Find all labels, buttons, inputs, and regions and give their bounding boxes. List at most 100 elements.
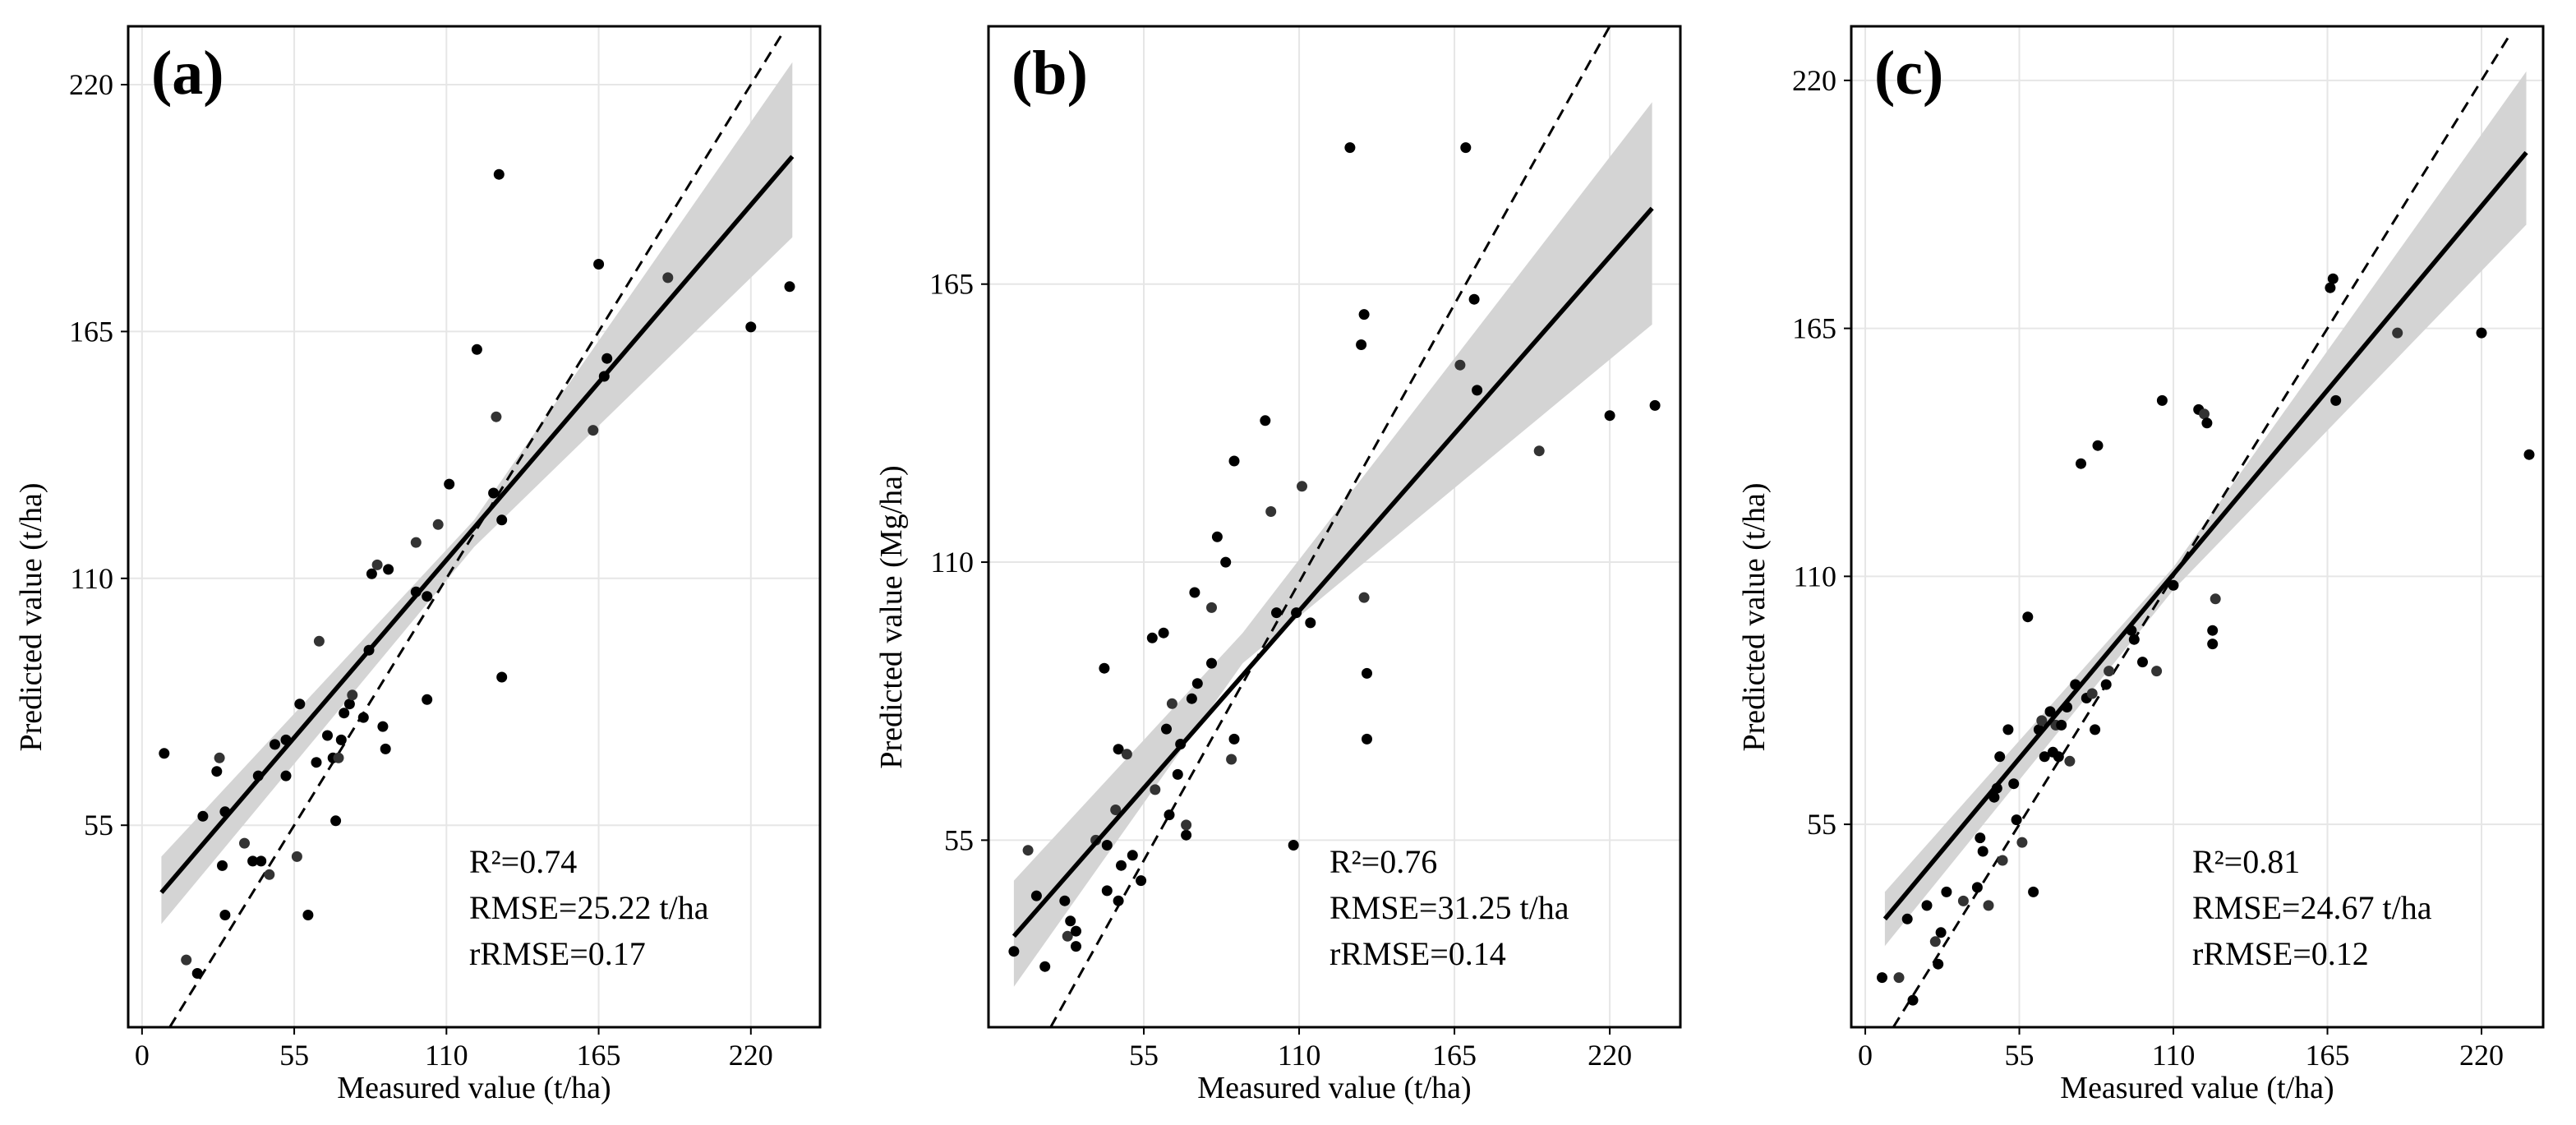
p1-point-39 xyxy=(422,591,433,602)
p3-point-59 xyxy=(2523,449,2535,460)
p2-stat-2: rRMSE=0.14 xyxy=(1329,935,1506,972)
p2-point-51 xyxy=(1362,667,1372,679)
p3-point-47 xyxy=(2168,579,2179,591)
p2-point-48 xyxy=(1356,339,1367,350)
p2-point-5 xyxy=(1062,930,1073,942)
p1-point-27 xyxy=(339,708,350,719)
p2-point-29 xyxy=(1181,819,1192,831)
p1-y-tick-label-3: 220 xyxy=(69,68,113,101)
p1-stat-0: R²=0.74 xyxy=(469,843,577,880)
p2-point-8 xyxy=(1071,925,1081,937)
p2-x-tick-label-0: 55 xyxy=(1129,1039,1159,1072)
p2-point-19 xyxy=(1136,875,1147,887)
p3-x-tick-label-4: 220 xyxy=(2459,1039,2504,1072)
p2-y-tick-label-0: 55 xyxy=(944,823,974,856)
p3-point-35 xyxy=(2076,458,2086,469)
p1-point-36 xyxy=(383,564,394,575)
p3-point-39 xyxy=(2092,440,2104,451)
p1-point-1 xyxy=(181,954,192,966)
p3-point-54 xyxy=(2325,282,2336,293)
p3-point-30 xyxy=(2053,751,2064,763)
p3-point-55 xyxy=(2327,273,2339,284)
p3-point-52 xyxy=(2207,639,2219,650)
p3-point-7 xyxy=(1935,927,1947,938)
p2-point-25 xyxy=(1166,698,1177,709)
p2-x-tick-label-1: 110 xyxy=(1278,1039,1321,1072)
p2-point-54 xyxy=(1460,142,1472,154)
p1-y-tick-label-2: 165 xyxy=(69,315,113,348)
p1-x-tick-label-2: 110 xyxy=(425,1039,468,1072)
p1-point-5 xyxy=(214,752,225,763)
p1-confidence-band xyxy=(161,62,793,924)
p1-point-41 xyxy=(432,519,444,530)
p2-stat-0: R²=0.76 xyxy=(1329,843,1437,880)
p2-fit-line xyxy=(1012,206,1654,938)
p3-point-0 xyxy=(1877,972,1887,984)
p1-x-tick-label-4: 220 xyxy=(729,1039,773,1072)
p3-point-8 xyxy=(1941,886,1952,897)
p2-point-33 xyxy=(1206,602,1217,613)
p1-point-12 xyxy=(256,855,267,867)
p2-point-34 xyxy=(1206,657,1217,669)
p3-point-3 xyxy=(1907,994,1919,1006)
p3-point-11 xyxy=(1975,832,1986,844)
p1-fit-line xyxy=(159,154,795,894)
p3-point-46 xyxy=(2156,394,2168,406)
p3-point-12 xyxy=(1977,846,1988,857)
p2-point-12 xyxy=(1101,840,1113,851)
p3-point-1 xyxy=(1893,972,1905,984)
p3-point-22 xyxy=(2022,611,2034,623)
p3-point-41 xyxy=(2104,666,2115,677)
p1-x-tick-label-3: 165 xyxy=(577,1039,621,1072)
p3-frame xyxy=(1850,25,2545,1029)
p1-point-17 xyxy=(291,851,302,862)
p2-point-23 xyxy=(1161,723,1172,735)
p1-point-14 xyxy=(270,739,280,750)
p1-point-54 xyxy=(745,321,757,333)
p1-point-19 xyxy=(302,910,314,920)
p3-point-18 xyxy=(2002,724,2014,735)
p3-point-10 xyxy=(1971,882,1983,893)
p3-x-tick-label-3: 165 xyxy=(2306,1039,2350,1072)
p3-point-38 xyxy=(2090,724,2101,735)
p1-identity-line xyxy=(168,30,786,1027)
p3-point-13 xyxy=(1983,900,1994,911)
p1-point-42 xyxy=(444,478,455,490)
p1-point-6 xyxy=(217,860,228,871)
p1-point-32 xyxy=(366,568,377,579)
p1-point-52 xyxy=(601,353,613,364)
p2-point-38 xyxy=(1228,455,1240,467)
p2-point-30 xyxy=(1186,693,1197,704)
p2-point-36 xyxy=(1220,556,1232,568)
p3-point-20 xyxy=(2011,814,2022,826)
p1-stat-2: rRMSE=0.17 xyxy=(469,935,646,972)
p1-plot-area xyxy=(159,30,795,1027)
p3-point-37 xyxy=(2086,688,2098,699)
p1-point-22 xyxy=(322,730,333,741)
p1-y-axis-title: Predicted value (t/ha) xyxy=(14,482,48,751)
p2-point-52 xyxy=(1362,733,1372,745)
p2-point-0 xyxy=(1008,946,1020,957)
p2-point-24 xyxy=(1164,809,1175,821)
p2-x-axis-title: Measured value (t/ha) xyxy=(1197,1071,1471,1105)
p3-fit-line xyxy=(1882,150,2528,921)
p1-point-25 xyxy=(333,752,344,763)
p2-point-46 xyxy=(1305,617,1316,629)
p2-point-43 xyxy=(1288,840,1299,851)
p3-stat-0: R²=0.81 xyxy=(2192,843,2300,880)
p3-point-27 xyxy=(2044,706,2056,717)
p2-point-47 xyxy=(1344,142,1356,154)
p2-point-11 xyxy=(1101,885,1113,897)
p3-y-tick-label-1: 110 xyxy=(1793,560,1836,592)
p3-stat-1: RMSE=24.67 t/ha xyxy=(2192,889,2432,926)
p2-point-45 xyxy=(1297,481,1307,492)
p2-point-57 xyxy=(1533,445,1545,457)
p3-point-2 xyxy=(1901,913,1913,924)
p3-point-33 xyxy=(2064,755,2076,767)
p2-point-35 xyxy=(1211,531,1223,542)
p1-point-3 xyxy=(197,810,209,822)
p3-x-tick-label-1: 55 xyxy=(2005,1039,2035,1072)
p2-point-17 xyxy=(1121,749,1132,760)
p2-point-59 xyxy=(1649,399,1661,411)
